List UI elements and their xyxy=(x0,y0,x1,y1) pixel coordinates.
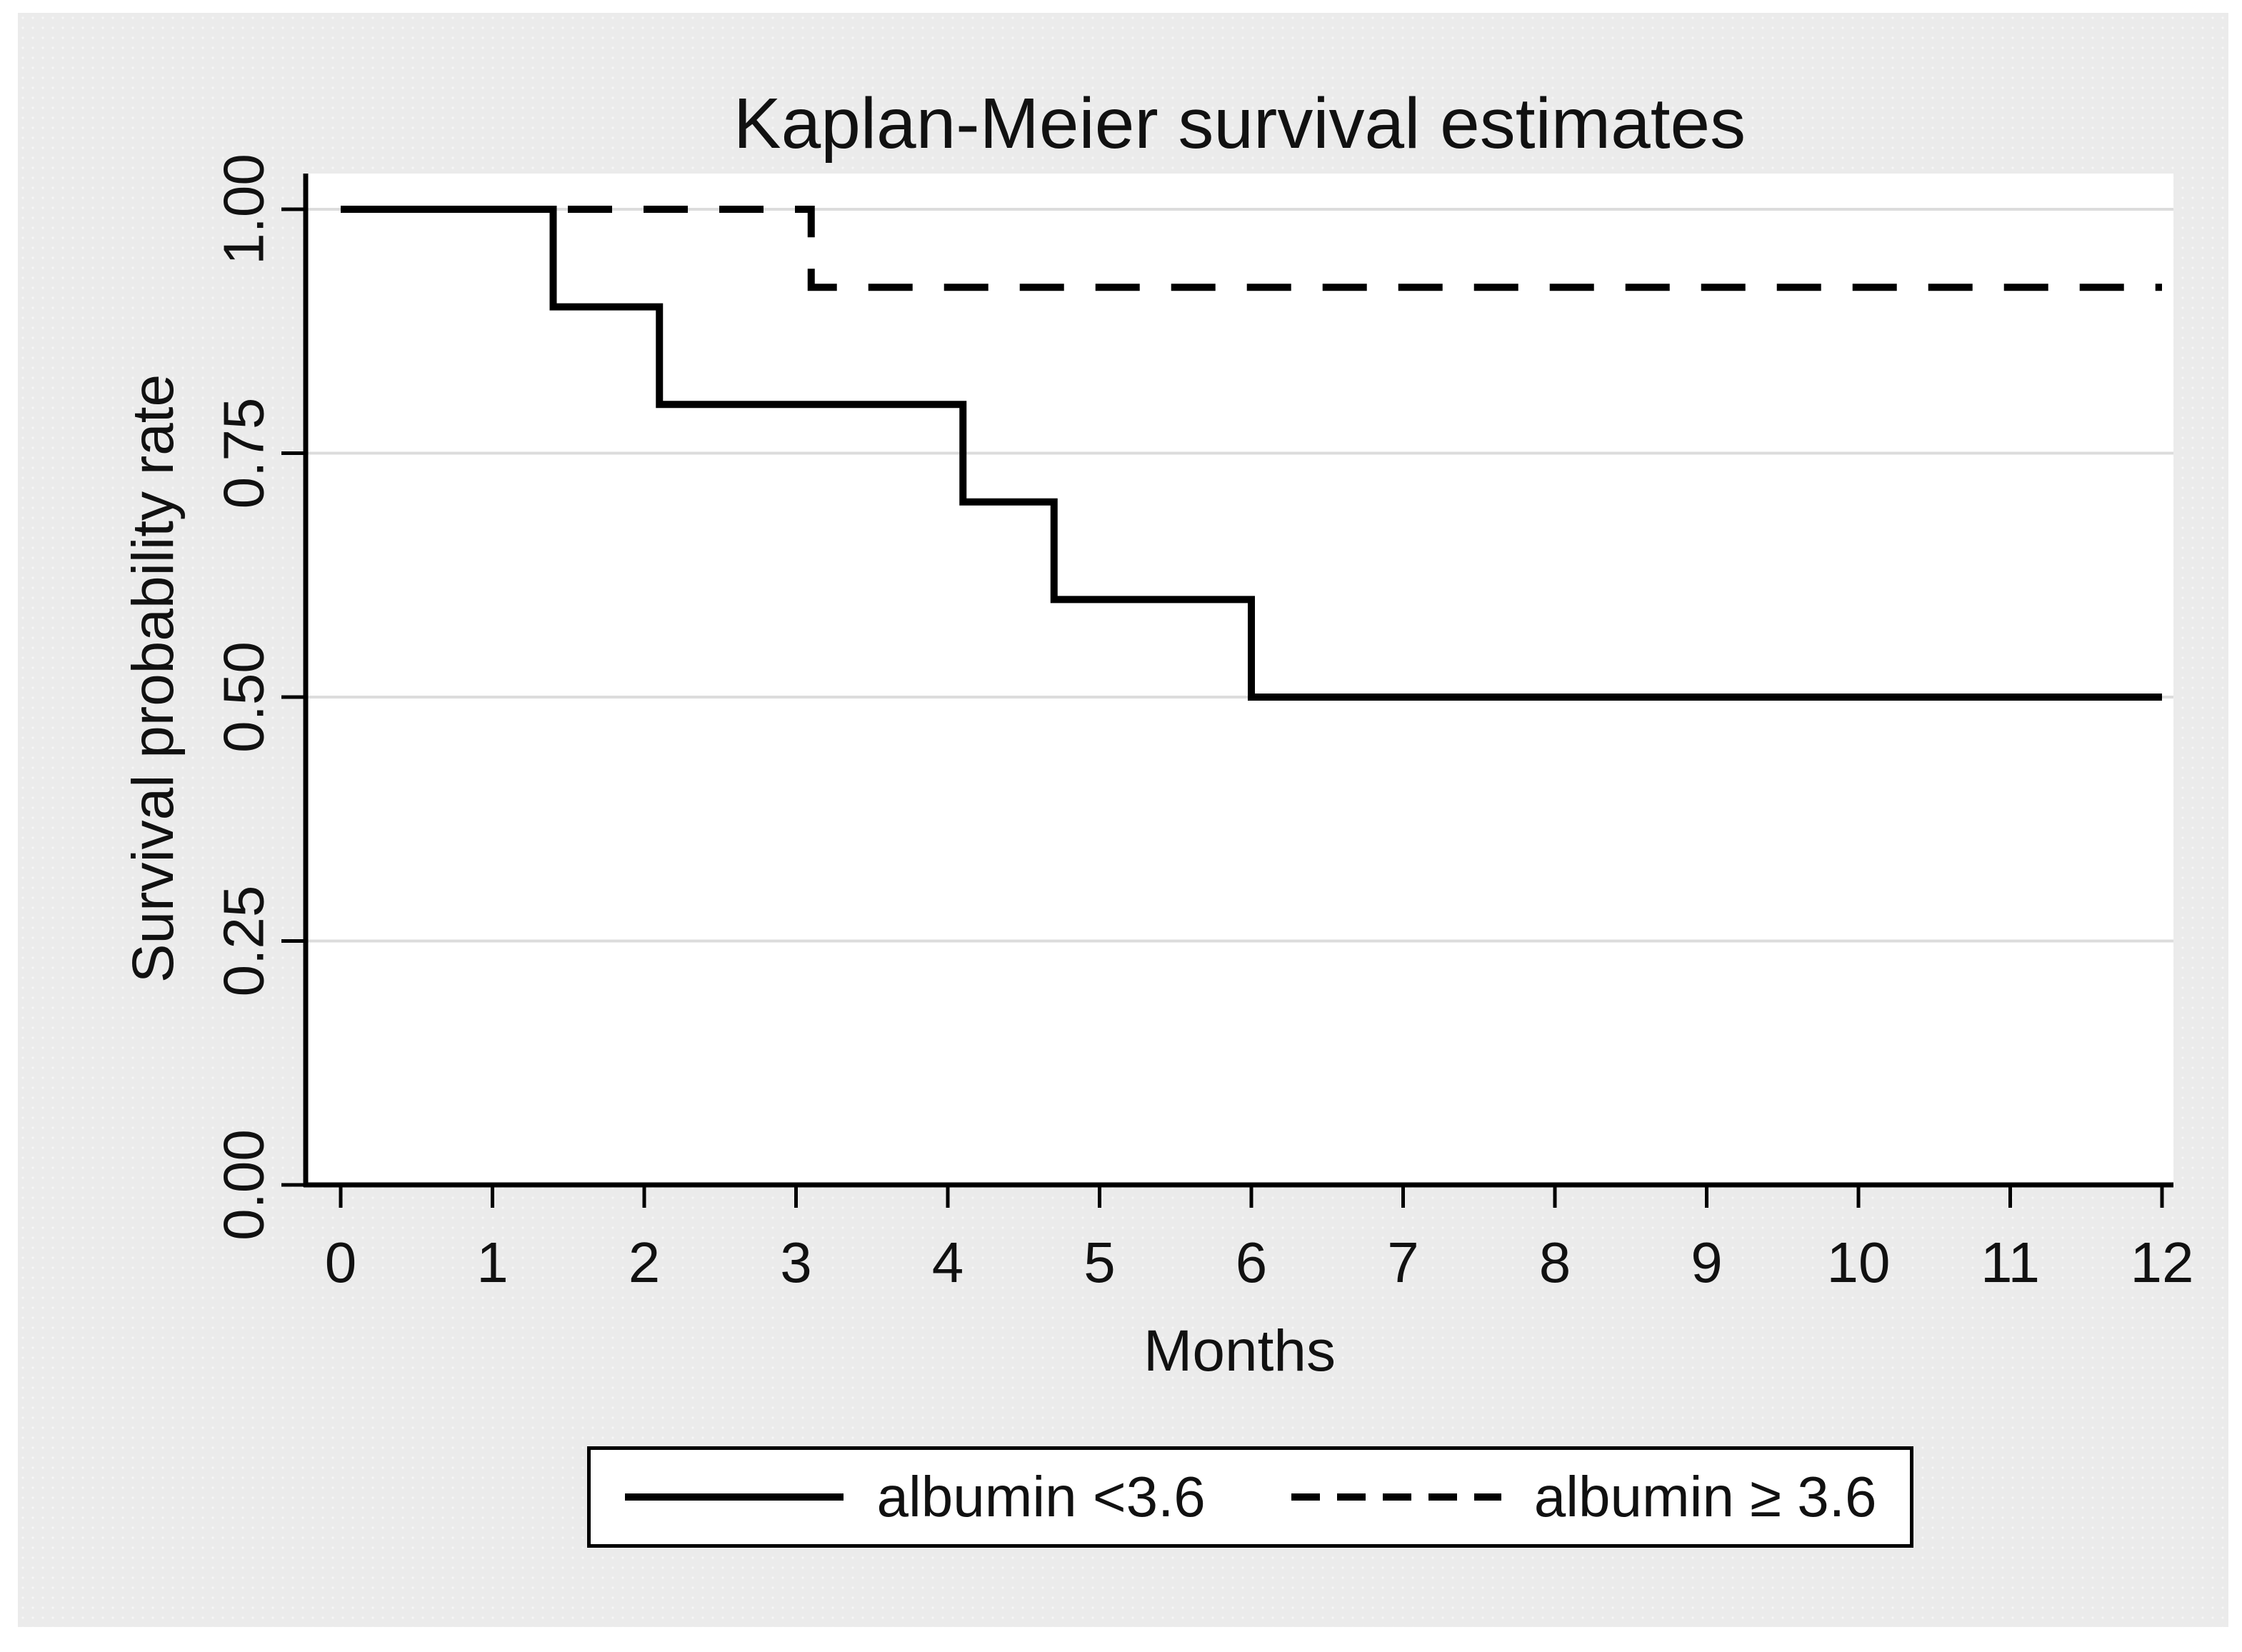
x-tick-label: 0 xyxy=(325,1231,357,1294)
y-tick-label: 0.50 xyxy=(212,641,276,753)
legend-label-dashed: albumin ≥ 3.6 xyxy=(1533,1465,1877,1528)
x-tick-label: 8 xyxy=(1539,1231,1571,1294)
series-solid xyxy=(341,206,2162,701)
x-tick-label: 12 xyxy=(2131,1231,2194,1294)
x-tick-label: 9 xyxy=(1691,1231,1723,1294)
legend-label-solid: albumin <3.6 xyxy=(876,1465,1206,1528)
legend-item-dashed: albumin ≥ 3.6 xyxy=(1290,1468,1877,1526)
series-dashed xyxy=(341,206,2162,291)
chart-title: Kaplan-Meier survival estimates xyxy=(733,84,1746,164)
x-tick-label: 7 xyxy=(1387,1231,1419,1294)
x-tick-label: 4 xyxy=(932,1231,964,1294)
legend-item-solid: albumin <3.6 xyxy=(624,1465,1206,1528)
x-tick-label: 6 xyxy=(1236,1231,1268,1294)
y-tick-label: 1.00 xyxy=(212,154,276,265)
legend-box: albumin <3.6 albumin ≥ 3.6 xyxy=(587,1446,1913,1548)
x-tick-label: 2 xyxy=(629,1231,661,1294)
x-tick-label: 10 xyxy=(1827,1231,1891,1294)
y-tick-label: 0.25 xyxy=(212,886,276,997)
y-tick-label: 0.75 xyxy=(212,398,276,509)
y-tick-label: 0.00 xyxy=(212,1129,276,1241)
solid-line-swatch xyxy=(625,1493,844,1501)
x-tick-label: 5 xyxy=(1084,1231,1116,1294)
plot-area xyxy=(306,174,2173,1185)
x-axis-label: Months xyxy=(1143,1318,1336,1383)
dashed-line-swatch xyxy=(1291,1493,1501,1501)
x-tick-label: 1 xyxy=(476,1231,509,1294)
x-tick-label: 11 xyxy=(1981,1231,2040,1294)
x-tick-label: 3 xyxy=(780,1231,812,1294)
